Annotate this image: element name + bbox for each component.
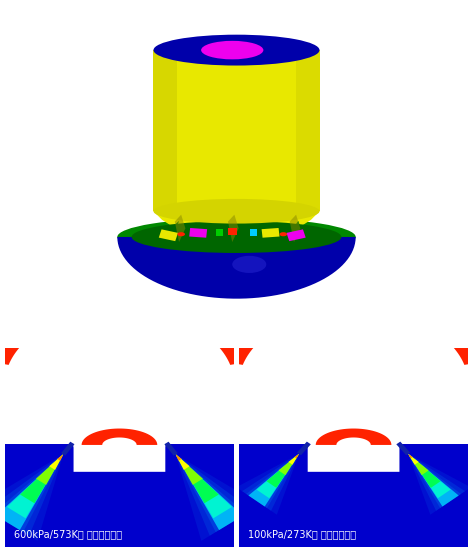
Polygon shape (117, 237, 356, 299)
Polygon shape (175, 455, 246, 532)
Polygon shape (73, 444, 166, 472)
Polygon shape (408, 454, 471, 515)
Text: 100kPa/273K： 減圧沸騰あり: 100kPa/273K： 減圧沸騰あり (248, 530, 356, 540)
Polygon shape (61, 442, 74, 456)
Ellipse shape (232, 256, 266, 273)
Polygon shape (0, 455, 63, 532)
Polygon shape (236, 454, 299, 515)
Polygon shape (307, 444, 399, 472)
Polygon shape (0, 276, 279, 365)
Polygon shape (408, 454, 441, 488)
Polygon shape (296, 50, 320, 211)
Polygon shape (153, 211, 320, 235)
Polygon shape (408, 454, 451, 498)
Ellipse shape (131, 221, 342, 253)
Text: 600kPa/573K： 減圧沸騰なし: 600kPa/573K： 減圧沸騰なし (14, 530, 122, 540)
Ellipse shape (177, 232, 185, 236)
Polygon shape (189, 228, 207, 238)
Polygon shape (295, 454, 299, 458)
Polygon shape (0, 455, 63, 530)
Polygon shape (408, 454, 419, 465)
Polygon shape (175, 455, 232, 518)
Polygon shape (228, 228, 236, 235)
Polygon shape (0, 455, 63, 536)
Polygon shape (159, 229, 178, 241)
Polygon shape (175, 455, 182, 461)
Polygon shape (408, 454, 461, 508)
Polygon shape (175, 455, 261, 541)
Polygon shape (242, 454, 299, 511)
Polygon shape (315, 429, 392, 445)
Ellipse shape (117, 218, 356, 256)
Polygon shape (36, 455, 63, 485)
Polygon shape (175, 455, 203, 485)
Polygon shape (175, 455, 243, 530)
Bar (5, 444, 234, 547)
Polygon shape (297, 442, 311, 455)
Polygon shape (20, 455, 63, 503)
Polygon shape (175, 215, 185, 242)
Polygon shape (287, 229, 306, 241)
Polygon shape (246, 454, 299, 508)
Polygon shape (289, 215, 300, 242)
Polygon shape (289, 454, 299, 465)
Polygon shape (408, 454, 412, 458)
Polygon shape (57, 455, 63, 461)
Polygon shape (175, 455, 252, 536)
Polygon shape (408, 454, 465, 511)
Bar (153, 50, 319, 211)
Ellipse shape (154, 199, 319, 223)
Polygon shape (81, 429, 158, 445)
Polygon shape (250, 229, 257, 236)
Polygon shape (49, 455, 63, 470)
Polygon shape (0, 455, 63, 541)
Polygon shape (408, 454, 429, 475)
Ellipse shape (280, 232, 287, 236)
Ellipse shape (154, 35, 319, 66)
Polygon shape (262, 228, 280, 238)
Polygon shape (256, 454, 299, 498)
Polygon shape (396, 442, 410, 455)
Polygon shape (7, 455, 63, 518)
Polygon shape (216, 229, 223, 236)
Polygon shape (279, 454, 299, 475)
Polygon shape (248, 454, 299, 507)
Polygon shape (266, 454, 299, 488)
Polygon shape (175, 455, 190, 470)
Polygon shape (408, 454, 459, 507)
Polygon shape (153, 50, 177, 211)
Ellipse shape (201, 41, 263, 59)
Polygon shape (165, 442, 178, 456)
Bar (239, 444, 468, 547)
Polygon shape (228, 215, 238, 242)
Polygon shape (175, 455, 219, 503)
Polygon shape (194, 276, 473, 365)
